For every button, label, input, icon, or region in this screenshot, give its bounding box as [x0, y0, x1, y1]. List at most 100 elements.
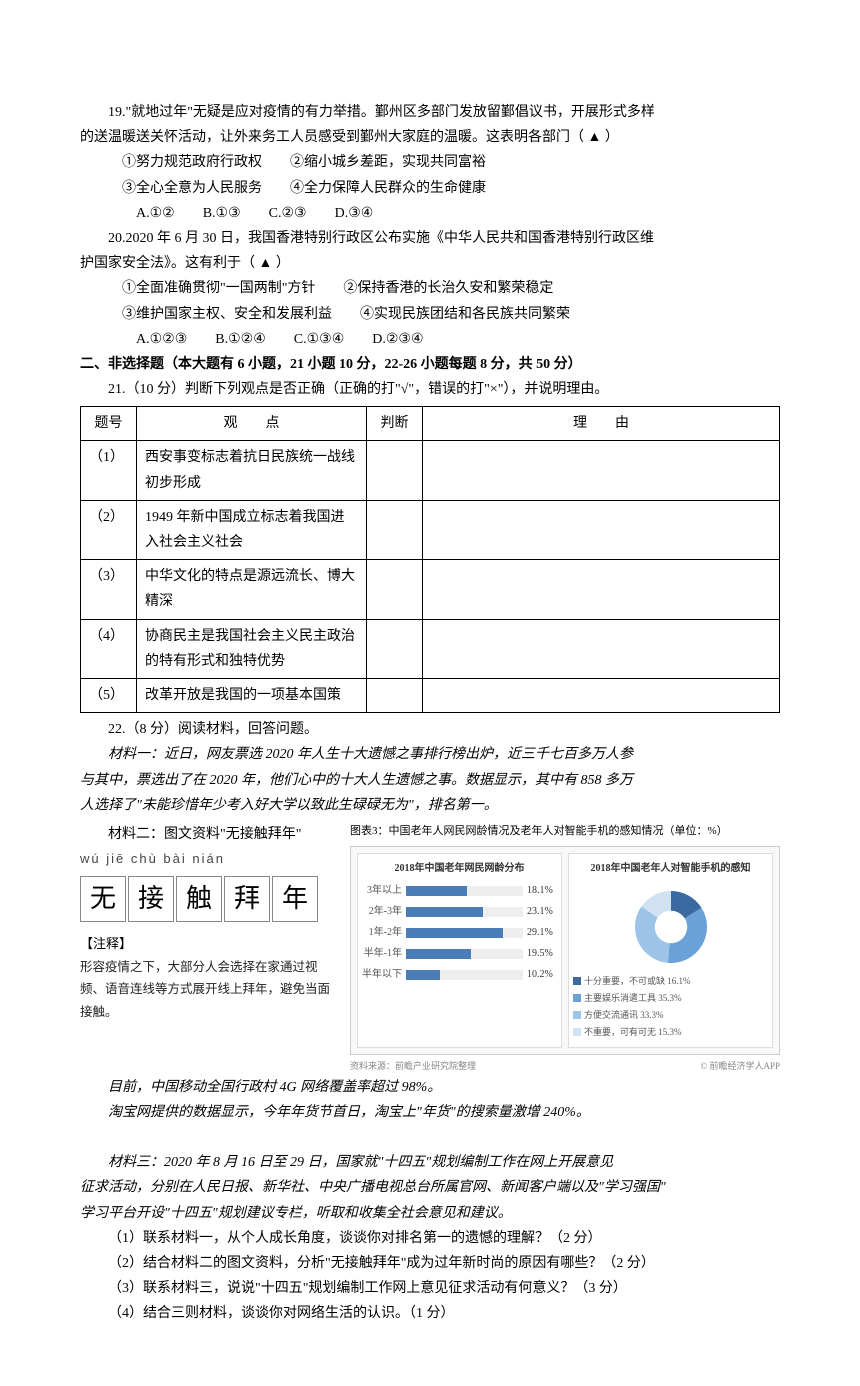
legend-swatch: [573, 977, 581, 985]
bar-label: 3年以上: [362, 882, 406, 900]
legend-swatch: [573, 1011, 581, 1019]
char-wu: 无: [80, 876, 126, 922]
bar-row: 半年以下 10.2%: [362, 966, 557, 984]
section-2-header: 二、非选择题（本大题有 6 小题，21 小题 10 分，22-26 小题每题 8…: [80, 352, 780, 377]
q19-options-row1: ①努力规范政府行政权 ②缩小城乡差距，实现共同富裕: [80, 150, 780, 175]
bar-chart-panel: 2018年中国老年网民网龄分布 3年以上18.1%2年-3年23.1%1年-2年…: [357, 853, 562, 1049]
q22-stem: 22.（8 分）阅读材料，回答问题。: [80, 717, 780, 742]
table-row: （5） 改革开放是我国的一项基本国策: [81, 678, 780, 712]
q22-note-label: 【注释】: [80, 932, 340, 955]
bar-track: [406, 886, 523, 896]
table-row: （4） 协商民主是我国社会主义民主政治的特有形式和独特优势: [81, 619, 780, 678]
q21-row2-num: （2）: [81, 500, 137, 559]
bar-panel-title: 2018年中国老年网民网龄分布: [362, 860, 557, 878]
legend-label: 不重要，可有可无 15.3%: [584, 1024, 682, 1040]
q21-row5-view: 改革开放是我国的一项基本国策: [137, 678, 367, 712]
q21-row3-num: （3）: [81, 560, 137, 619]
bar-value: 23.1%: [523, 903, 557, 921]
q21-row1-reason[interactable]: [423, 441, 780, 500]
q20-options-row1: ①全面准确贯彻"一国两制"方针 ②保持香港的长治久安和繁荣稳定: [80, 276, 780, 301]
legend-label: 主要娱乐消遣工具 35.3%: [584, 990, 682, 1006]
q20-stem-line2: 护国家安全法》。这有利于（ ▲ ）: [80, 251, 780, 276]
q21-row5-num: （5）: [81, 678, 137, 712]
q21-row1-judge[interactable]: [367, 441, 423, 500]
q21-row1-view: 西安事变标志着抗日民族统一战线初步形成: [137, 441, 367, 500]
bar-fill: [406, 907, 483, 917]
q22-m2-title: 材料二：图文资料"无接触拜年": [80, 822, 340, 847]
q21-row4-view: 协商民主是我国社会主义民主政治的特有形式和独特优势: [137, 619, 367, 678]
table-row: （2） 1949 年新中国成立标志着我国进入社会主义社会: [81, 500, 780, 559]
pie-chart-svg: [626, 882, 716, 972]
q21-row4-judge[interactable]: [367, 619, 423, 678]
q20-options-row2: ③维护国家主权、安全和发展利益 ④实现民族团结和各民族共同繁荣: [80, 302, 780, 327]
q22-m2-after2: 淘宝网提供的数据显示，今年年货节首日，淘宝上"年货"的搜索量激增 240%。: [80, 1100, 780, 1125]
q22-m2-after1: 目前，中国移动全国行政村 4G 网络覆盖率超过 98%。: [80, 1075, 780, 1100]
bar-label: 1年-2年: [362, 924, 406, 942]
q21-header-num: 题号: [81, 407, 137, 441]
q19-stem-line2: 的送温暖送关怀活动，让外来务工人员感受到鄞州大家庭的温暖。这表明各部门（ ▲ ）: [80, 125, 780, 150]
q21-row3-judge[interactable]: [367, 560, 423, 619]
bar-fill: [406, 886, 467, 896]
bar-fill: [406, 928, 503, 938]
q21-table: 题号 观 点 判断 理 由 （1） 西安事变标志着抗日民族统一战线初步形成 （2…: [80, 406, 780, 713]
q22-chart-title: 图表3：中国老年人网民网龄情况及老年人对智能手机的感知情况（单位：%）: [350, 822, 780, 842]
q22-sub2: （2）结合材料二的图文资料，分析"无接触拜年"成为过年新时尚的原因有哪些？（2 …: [80, 1251, 780, 1276]
pie-legend-item: 方便交流通讯 33.3%: [573, 1007, 768, 1023]
source-right: © 前瞻经济学人APP: [700, 1058, 780, 1074]
bar-track: [406, 907, 523, 917]
q22-material2-block: 材料二：图文资料"无接触拜年" wú jiē chù bài nián 无 接 …: [80, 822, 780, 1075]
bar-label: 半年以下: [362, 966, 406, 984]
q20-choices: A.①②③ B.①②④ C.①③④ D.②③④: [80, 327, 780, 352]
q22-m1-l2: 与其中，票选出了在 2020 年，他们心中的十大人生遗憾之事。数据显示，其中有 …: [80, 768, 780, 793]
q22-note-text: 形容疫情之下，大部分人会选择在家通过视频、语音连线等方式展开线上拜年，避免当面接…: [80, 956, 340, 1024]
q21-header-row: 题号 观 点 判断 理 由: [81, 407, 780, 441]
q21-row4-num: （4）: [81, 619, 137, 678]
q21-row4-reason[interactable]: [423, 619, 780, 678]
pie-legend-item: 主要娱乐消遣工具 35.3%: [573, 990, 768, 1006]
char-bai: 拜: [224, 876, 270, 922]
bar-value: 10.2%: [523, 966, 557, 984]
bar-track: [406, 928, 523, 938]
q22-m1-l1: 材料一：近日，网友票选 2020 年人生十大遗憾之事排行榜出炉，近三千七百多万人…: [80, 742, 780, 767]
q22-m3-l1: 材料三：2020 年 8 月 16 日至 29 日，国家就"十四五"规划编制工作…: [80, 1150, 780, 1175]
q22-char-boxes: 无 接 触 拜 年: [80, 876, 340, 922]
q21-row5-reason[interactable]: [423, 678, 780, 712]
q21-row2-judge[interactable]: [367, 500, 423, 559]
pie-legend: 十分重要，不可或缺 16.1%主要娱乐消遣工具 35.3%方便交流通讯 33.3…: [573, 973, 768, 1041]
q22-sub4: （4）结合三则材料，谈谈你对网络生活的认识。（1 分）: [80, 1301, 780, 1326]
q19-stem-line1: 19."就地过年"无疑是应对疫情的有力举措。鄞州区多部门发放留鄞倡议书，开展形式…: [80, 100, 780, 125]
table-row: （3） 中华文化的特点是源远流长、博大精深: [81, 560, 780, 619]
q22-m1-l3: 人选择了"未能珍惜年少考入好大学以致此生碌碌无为"，排名第一。: [80, 793, 780, 818]
pie-chart-panel: 2018年中国老年人对智能手机的感知 十分重要，不可或缺 16.1%主要娱乐消遣…: [568, 853, 773, 1049]
table-row: （1） 西安事变标志着抗日民族统一战线初步形成: [81, 441, 780, 500]
q21-header-view: 观 点: [137, 407, 367, 441]
pie-legend-item: 十分重要，不可或缺 16.1%: [573, 973, 768, 989]
q21-row5-judge[interactable]: [367, 678, 423, 712]
char-jie: 接: [128, 876, 174, 922]
q22-m2-left: 材料二：图文资料"无接触拜年" wú jiē chù bài nián 无 接 …: [80, 822, 340, 1075]
q22-m3-l3: 学习平台开设"十四五"规划建议专栏，听取和收集全社会意见和建议。: [80, 1201, 780, 1226]
legend-label: 十分重要，不可或缺 16.1%: [584, 973, 691, 989]
chart-panel: 2018年中国老年网民网龄分布 3年以上18.1%2年-3年23.1%1年-2年…: [350, 846, 780, 1056]
q22-sub3: （3）联系材料三，说说"十四五"规划编制工作网上意见征求活动有何意义？（3 分）: [80, 1276, 780, 1301]
pie-legend-item: 不重要，可有可无 15.3%: [573, 1024, 768, 1040]
q21-row2-view: 1949 年新中国成立标志着我国进入社会主义社会: [137, 500, 367, 559]
bar-track: [406, 949, 523, 959]
pie-slice: [635, 906, 670, 962]
q21-row1-num: （1）: [81, 441, 137, 500]
q21-row2-reason[interactable]: [423, 500, 780, 559]
legend-swatch: [573, 994, 581, 1002]
bar-track: [406, 970, 523, 980]
pie-panel-title: 2018年中国老年人对智能手机的感知: [573, 860, 768, 878]
q21-header-judge: 判断: [367, 407, 423, 441]
q21-header-reason: 理 由: [423, 407, 780, 441]
bar-fill: [406, 949, 471, 959]
bar-label: 半年-1年: [362, 945, 406, 963]
bar-row: 半年-1年 19.5%: [362, 945, 557, 963]
q22-chart-block: 图表3：中国老年人网民网龄情况及老年人对智能手机的感知情况（单位：%） 2018…: [350, 822, 780, 1075]
legend-swatch: [573, 1028, 581, 1036]
bar-value: 19.5%: [523, 945, 557, 963]
q22-pinyin: wú jiē chù bài nián: [80, 847, 340, 870]
q22-m3-l2: 征求活动，分别在人民日报、新华社、中央广播电视总台所属官网、新闻客户端以及"学习…: [80, 1175, 780, 1200]
q21-row3-reason[interactable]: [423, 560, 780, 619]
